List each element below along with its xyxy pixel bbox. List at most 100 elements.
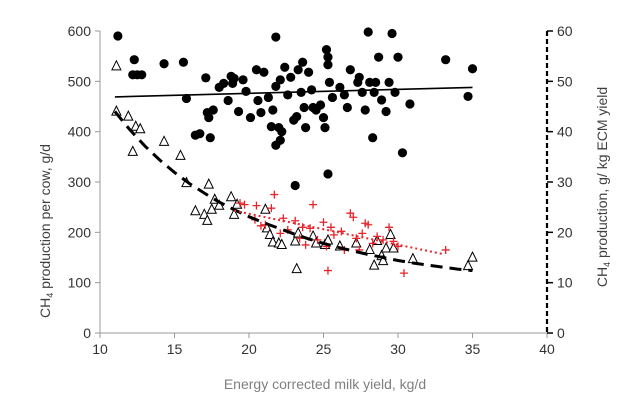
- data-point-circle: [363, 27, 373, 37]
- data-point-plus: [276, 229, 285, 238]
- data-point-circle: [113, 31, 123, 41]
- x-tick-label: 10: [92, 341, 108, 357]
- y-left-tick-label: 600: [68, 23, 92, 39]
- x-tick-label: 35: [465, 341, 481, 357]
- data-point-plus: [394, 242, 402, 251]
- data-point-circle: [245, 112, 256, 123]
- data-point-circle: [335, 82, 345, 92]
- data-point-circle: [195, 129, 205, 139]
- data-point-plus: [267, 204, 276, 213]
- data-point-circle: [323, 169, 333, 179]
- data-point-triangle: [206, 203, 218, 214]
- data-point-triangle: [111, 59, 122, 71]
- data-point-circle: [290, 180, 300, 191]
- x-tick-label: 40: [539, 341, 555, 357]
- y-right-title-ch: CH: [594, 267, 610, 287]
- axes-layer: [95, 30, 553, 338]
- data-point-circle: [323, 60, 333, 70]
- data-point-circle: [223, 95, 233, 106]
- y-right-title-subscript: 4: [602, 262, 612, 267]
- data-point-plus: [346, 209, 355, 218]
- data-point-plus: [385, 223, 394, 232]
- data-point-plus: [295, 234, 304, 243]
- data-point-plus: [313, 235, 322, 244]
- y-right-title-rest: production, g/ kg ECM yield: [594, 87, 610, 262]
- data-point-plus: [358, 229, 367, 238]
- data-point-triangle: [388, 241, 399, 253]
- data-point-circle: [219, 78, 229, 88]
- text-layer: 10 15 20 25 30 35 4001002003004005006000102030…: [68, 23, 573, 357]
- data-point-triangle: [385, 228, 396, 239]
- data-point-circle: [159, 59, 169, 69]
- y-right-tick-label: 30: [557, 174, 573, 190]
- data-point-plus: [256, 221, 265, 230]
- data-point-triangle: [134, 122, 146, 134]
- y-left-title-rest: production per cow, g/d: [37, 144, 53, 293]
- data-point-plus: [349, 213, 358, 222]
- data-point-circle: [271, 32, 281, 42]
- y-right-tick-label: 50: [557, 73, 573, 89]
- data-point-circle: [298, 57, 308, 67]
- data-point-circle: [275, 75, 285, 85]
- data-point-triangle: [123, 110, 134, 121]
- data-point-circle: [205, 133, 215, 143]
- data-point-circle: [397, 148, 408, 158]
- x-axis-title: Energy corrected milk yield, kg/d: [224, 376, 426, 392]
- data-point-triangle: [291, 262, 302, 274]
- data-point-triangle: [307, 229, 319, 241]
- data-point-plus: [306, 224, 315, 233]
- y-left-tick-label: 400: [68, 124, 92, 140]
- data-point-circle: [259, 67, 269, 77]
- data-point-circle: [286, 72, 296, 82]
- data-point-circle: [360, 105, 370, 115]
- data-point-circle: [263, 92, 273, 103]
- data-point-plus: [329, 230, 338, 239]
- data-point-circle: [324, 77, 335, 87]
- data-layer: [111, 27, 478, 278]
- data-point-triangle: [276, 238, 288, 250]
- data-point-triangle: [261, 221, 273, 233]
- data-point-circle: [339, 90, 349, 100]
- data-point-circle: [354, 72, 364, 82]
- data-point-circle: [292, 111, 302, 122]
- data-point-plus: [364, 220, 373, 229]
- y-right-tick-label: 10: [557, 275, 573, 291]
- data-point-circle: [342, 102, 352, 113]
- data-point-circle: [321, 45, 332, 55]
- data-point-triangle: [380, 241, 392, 253]
- data-point-circle: [384, 77, 394, 87]
- data-point-circle: [201, 73, 211, 83]
- data-point-plus: [441, 245, 450, 254]
- data-point-circle: [374, 52, 384, 62]
- data-point-plus: [319, 218, 328, 227]
- data-point-plus: [368, 239, 377, 248]
- data-point-plus: [399, 269, 408, 278]
- data-point-circle: [371, 77, 381, 87]
- data-point-circle: [299, 102, 309, 113]
- x-tick-label: 20: [241, 341, 257, 357]
- data-point-plus: [379, 235, 388, 244]
- data-point-plus: [326, 223, 335, 232]
- data-point-plus: [337, 227, 346, 236]
- x-tick-label: 30: [390, 341, 406, 357]
- data-point-plus: [373, 232, 382, 241]
- data-point-circle: [251, 65, 262, 75]
- data-point-triangle: [467, 250, 478, 262]
- data-point-triangle: [267, 235, 279, 247]
- data-point-circle: [204, 112, 214, 123]
- data-point-circle: [320, 123, 330, 133]
- data-point-circle: [387, 28, 397, 39]
- data-point-circle: [304, 67, 314, 77]
- data-point-triangle: [292, 226, 304, 238]
- data-point-circle: [327, 92, 338, 103]
- data-point-circle: [377, 95, 387, 105]
- data-point-triangle: [364, 243, 375, 255]
- data-point-circle: [357, 87, 367, 98]
- x-tick-label: 15: [167, 341, 183, 357]
- dotted-trend-line: [233, 209, 443, 255]
- data-point-plus: [298, 223, 307, 232]
- data-point-plus: [270, 190, 279, 199]
- data-point-triangle: [228, 208, 240, 219]
- data-point-triangle: [310, 236, 322, 248]
